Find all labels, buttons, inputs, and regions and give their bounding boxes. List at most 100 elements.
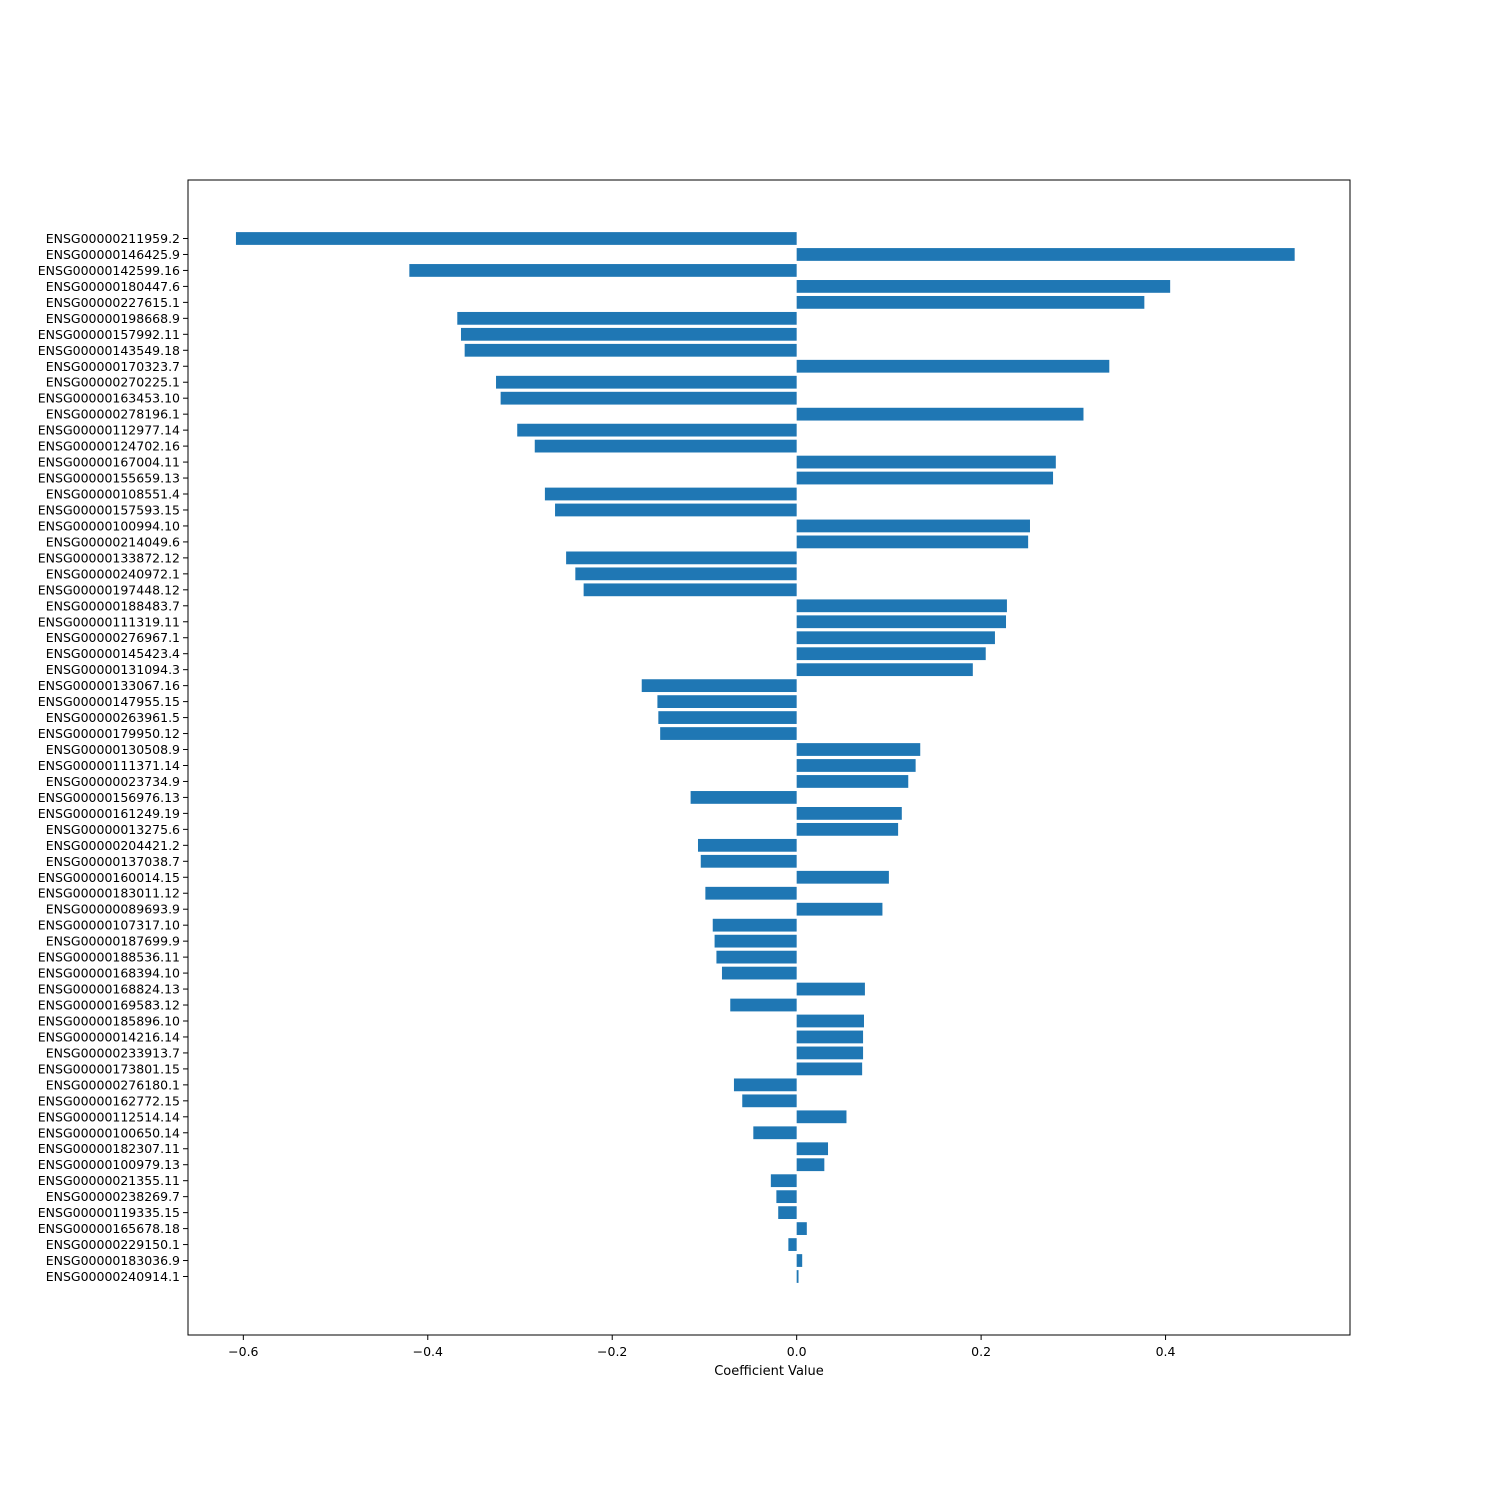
bar <box>566 551 797 565</box>
x-axis-ticks: −0.6 −0.4 −0.2 0.0 0.2 0.4 <box>228 1335 1176 1359</box>
bar <box>690 791 797 804</box>
bar <box>796 631 995 645</box>
y-tick-label: ENSG00000124702.16 <box>38 439 180 454</box>
y-tick-label: ENSG00000170323.7 <box>46 359 180 374</box>
bar <box>778 1206 797 1220</box>
bar <box>770 1174 797 1188</box>
bar <box>796 455 1056 469</box>
y-tick-label: ENSG00000100979.13 <box>38 1157 180 1172</box>
y-tick-label: ENSG00000183011.12 <box>38 886 180 901</box>
bar <box>796 1254 803 1267</box>
y-tick-label: ENSG00000179950.12 <box>38 726 180 741</box>
y-tick-label: ENSG00000021355.11 <box>38 1173 180 1188</box>
y-tick-label: ENSG00000160014.15 <box>38 870 180 885</box>
bar <box>714 934 797 948</box>
bar <box>788 1238 797 1251</box>
bar <box>796 663 973 677</box>
x-tick-label: −0.4 <box>413 1344 443 1359</box>
bar <box>796 615 1007 629</box>
y-tick-label: ENSG00000167004.11 <box>38 455 180 470</box>
plot-frame <box>187 179 1351 1336</box>
bar <box>796 647 986 661</box>
y-tick-label: ENSG00000198668.9 <box>46 311 180 326</box>
y-axis-ticks: ENSG00000211959.2ENSG00000146425.9ENSG00… <box>38 231 188 1284</box>
bar <box>753 1126 797 1140</box>
x-tick-label: 0.0 <box>787 1344 807 1359</box>
y-tick-label: ENSG00000162772.15 <box>38 1093 180 1108</box>
bar <box>716 950 797 964</box>
bar <box>796 295 1145 309</box>
bar <box>796 1110 847 1124</box>
bar <box>796 1142 829 1156</box>
bar <box>796 807 902 820</box>
y-tick-label: ENSG00000111319.11 <box>38 614 180 629</box>
y-tick-label: ENSG00000133067.16 <box>38 678 180 693</box>
y-tick-label: ENSG00000211959.2 <box>46 231 180 246</box>
y-tick-label: ENSG00000112977.14 <box>38 423 180 438</box>
bar <box>796 759 916 772</box>
bar <box>464 343 797 357</box>
y-tick-label: ENSG00000137038.7 <box>46 854 180 869</box>
bar <box>705 886 797 900</box>
bar <box>517 423 797 437</box>
y-tick-label: ENSG00000270225.1 <box>46 375 180 390</box>
bar <box>796 407 1084 421</box>
x-axis-label: Coefficient Value <box>714 1364 824 1379</box>
y-tick-label: ENSG00000131094.3 <box>46 662 180 677</box>
y-tick-label: ENSG00000133872.12 <box>38 550 180 565</box>
y-tick-label: ENSG00000108551.4 <box>46 487 180 502</box>
x-tick-label: 0.2 <box>971 1344 991 1359</box>
bar <box>555 503 797 517</box>
bar <box>796 1270 799 1283</box>
y-tick-label: ENSG00000240914.1 <box>46 1269 180 1284</box>
bar <box>796 775 909 788</box>
y-tick-label: ENSG00000168824.13 <box>38 982 180 997</box>
y-tick-label: ENSG00000157992.11 <box>38 327 180 342</box>
y-tick-label: ENSG00000278196.1 <box>46 407 180 422</box>
y-tick-label: ENSG00000157593.15 <box>38 502 180 517</box>
y-tick-label: ENSG00000263961.5 <box>46 710 180 725</box>
bar <box>575 567 797 581</box>
y-tick-label: ENSG00000185896.10 <box>38 1013 180 1028</box>
x-tick-label: −0.2 <box>597 1344 627 1359</box>
bar <box>721 966 797 980</box>
bar <box>742 1094 797 1108</box>
y-tick-label: ENSG00000276967.1 <box>46 630 180 645</box>
y-tick-label: ENSG00000168394.10 <box>38 966 180 981</box>
bar <box>658 711 797 724</box>
y-tick-label: ENSG00000119335.15 <box>38 1205 180 1220</box>
bar <box>796 982 865 996</box>
y-tick-label: ENSG00000142599.16 <box>38 263 180 278</box>
y-tick-label: ENSG00000173801.15 <box>38 1061 180 1076</box>
y-tick-label: ENSG00000100994.10 <box>38 518 180 533</box>
bar <box>796 1222 807 1235</box>
y-tick-label: ENSG00000187699.9 <box>46 934 180 949</box>
bar <box>796 359 1110 373</box>
y-tick-label: ENSG00000214049.6 <box>46 534 180 549</box>
bar <box>730 998 797 1012</box>
bar <box>796 1062 863 1076</box>
y-tick-label: ENSG00000130508.9 <box>46 742 180 757</box>
bar <box>660 727 797 740</box>
bar <box>544 487 797 501</box>
bar <box>776 1190 797 1204</box>
bar <box>796 519 1030 533</box>
y-tick-label: ENSG00000188536.11 <box>38 950 180 965</box>
bar <box>796 870 889 884</box>
bar <box>733 1078 797 1092</box>
x-tick-label: −0.6 <box>228 1344 258 1359</box>
bar <box>460 327 797 341</box>
y-tick-label: ENSG00000188483.7 <box>46 598 180 613</box>
bar <box>796 471 1054 485</box>
bar <box>583 583 797 597</box>
bars-group <box>235 232 1295 1283</box>
bar <box>700 854 797 868</box>
bar <box>796 1046 864 1060</box>
y-tick-label: ENSG00000161249.19 <box>38 806 180 821</box>
bar <box>235 232 797 245</box>
y-tick-label: ENSG00000107317.10 <box>38 918 180 933</box>
y-tick-label: ENSG00000100650.14 <box>38 1125 180 1140</box>
bar <box>712 918 797 932</box>
bar <box>796 1030 864 1044</box>
